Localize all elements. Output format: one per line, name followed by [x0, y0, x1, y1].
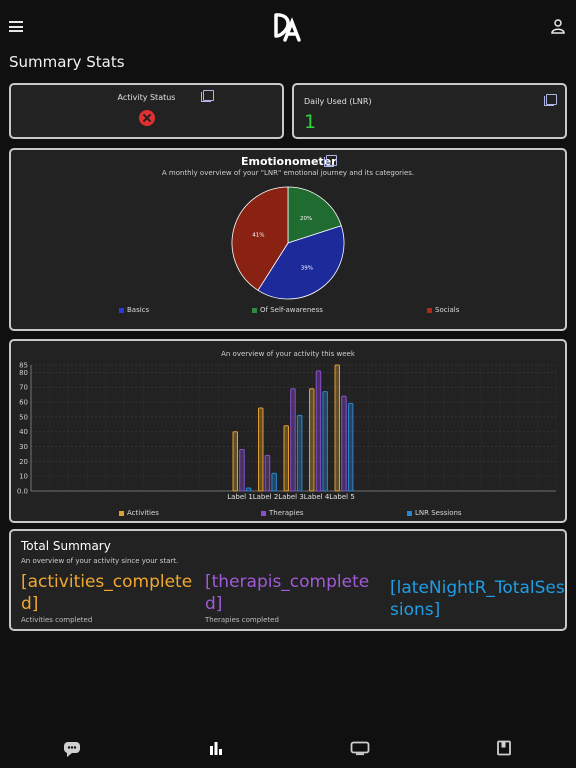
copy-icon[interactable]	[544, 94, 557, 106]
profile-icon[interactable]	[550, 18, 566, 34]
x-tick-label: Label 1	[227, 493, 253, 501]
copy-icon[interactable]	[201, 90, 214, 102]
bar-activities-3[interactable]	[283, 425, 289, 492]
x-tick-label: Label 4	[304, 493, 330, 501]
chat-bubble-icon[interactable]	[63, 740, 81, 758]
legend-socials[interactable]: Socials	[427, 306, 459, 314]
lnr-sessions-stat: [lateNightR_TotalSessions]	[390, 577, 565, 621]
total-summary-subtitle: An overview of your activity since your …	[21, 557, 179, 565]
pie-slice-of-self-awareness[interactable]	[287, 186, 342, 244]
bar-therapies-1[interactable]	[239, 448, 245, 492]
legend-label: Of Self-awareness	[260, 306, 323, 314]
bar-therapies-2[interactable]	[264, 454, 271, 492]
total-summary-title: Total Summary	[21, 539, 111, 553]
y-tick-label: 85	[19, 362, 28, 370]
legend-label: Activities	[127, 509, 159, 517]
activities-completed-value: [activities_completed]	[21, 572, 193, 614]
daily-used-value: 1	[304, 111, 317, 133]
menu-icon[interactable]	[9, 21, 23, 32]
bar-therapies-4[interactable]	[315, 370, 322, 492]
bar-activities-1[interactable]	[232, 431, 238, 492]
legend-label: LNR Sessions	[415, 509, 462, 517]
bar-lnr-sessions-3[interactable]	[296, 414, 303, 492]
legend-swatch	[119, 510, 124, 516]
legend-label: Therapies	[269, 509, 304, 517]
y-tick-label: 70	[19, 384, 28, 392]
y-tick-label: 10	[19, 473, 28, 481]
weekly-activity-card: An overview of your activity this week 0…	[9, 339, 567, 523]
legend-label: Socials	[435, 306, 460, 314]
bar-lnr-sessions-4[interactable]	[322, 391, 328, 492]
lnr-sessions-value: [lateNightR_TotalSessions]	[390, 578, 565, 620]
legend-therapies[interactable]: Therapies	[261, 509, 304, 517]
activities-completed-stat: [activities_completed] Activities comple…	[21, 571, 201, 624]
activity-status-card: Activity Status	[9, 83, 284, 139]
app-logo	[274, 13, 301, 42]
legend-activities[interactable]: Activities	[119, 509, 159, 517]
legend-swatch	[252, 307, 257, 313]
weekly-subtitle: An overview of your activity this week	[221, 350, 355, 358]
bar-lnr-sessions-5[interactable]	[347, 403, 354, 492]
bar-chart-icon[interactable]	[208, 740, 224, 756]
pie-slice-basics[interactable]	[257, 225, 345, 300]
therapies-completed-value: [therapis_completed]	[205, 572, 370, 614]
book-icon[interactable]	[496, 740, 512, 756]
legend-swatch	[261, 510, 266, 516]
bar-lnr-sessions-2[interactable]	[271, 472, 277, 492]
daily-used-card: Daily Used (LNR) 1	[292, 83, 567, 139]
y-tick-label: 30	[19, 443, 28, 451]
copy-icon[interactable]	[324, 155, 337, 167]
tv-icon[interactable]	[350, 740, 370, 756]
emotionometer-title: Emotionometer	[241, 155, 337, 168]
top-bar	[0, 0, 576, 50]
bottom-navigation	[0, 730, 576, 768]
y-tick-label: 80	[19, 369, 28, 377]
legend-swatch	[407, 510, 412, 516]
bar-activities-4[interactable]	[309, 388, 315, 492]
emotion-pie-chart: 20% 39% 41%	[231, 186, 345, 300]
y-tick-label: 50	[19, 413, 28, 421]
pie-slice-label: 39%	[301, 265, 313, 271]
legend-swatch	[119, 307, 124, 313]
y-tick-label: 60	[19, 399, 28, 407]
pie-slice-label: 20%	[300, 216, 312, 222]
bar-activities-5[interactable]	[334, 364, 340, 492]
therapies-completed-caption: Therapies completed	[205, 616, 279, 624]
legend-lnr-sessions[interactable]: LNR Sessions	[407, 509, 462, 517]
legend-self-awareness[interactable]: Of Self-awareness	[252, 306, 323, 314]
bar-therapies-5[interactable]	[341, 395, 347, 492]
activity-status-title: Activity Status	[117, 93, 176, 102]
x-tick-label: Label 5	[329, 493, 355, 501]
legend-basics[interactable]: Basics	[119, 306, 149, 314]
bar-activities-2[interactable]	[258, 407, 264, 492]
therapies-completed-stat: [therapis_completed] Therapies completed	[205, 571, 385, 624]
legend-swatch	[427, 307, 432, 313]
emotionometer-subtitle: A monthly overview of your "LNR" emotion…	[161, 169, 415, 177]
error-status-icon	[139, 110, 155, 126]
bar-therapies-3[interactable]	[290, 388, 296, 492]
x-tick-label: Label 3	[278, 493, 304, 501]
legend-label: Basics	[127, 306, 150, 314]
pie-slice-socials[interactable]	[231, 186, 289, 291]
page-title: Summary Stats	[9, 53, 125, 71]
pie-slice-label: 41%	[252, 232, 264, 238]
total-summary-card: Total Summary An overview of your activi…	[9, 529, 567, 631]
activities-completed-caption: Activities completed	[21, 616, 93, 624]
y-tick-label: 40	[19, 428, 28, 436]
bar-lnr-sessions-1[interactable]	[245, 487, 252, 492]
daily-used-title: Daily Used (LNR)	[304, 97, 372, 106]
y-tick-label: 20	[19, 458, 28, 466]
x-tick-label: Label 2	[253, 493, 279, 501]
y-tick-label: 0.0	[17, 488, 28, 496]
emotionometer-card: Emotionometer A monthly overview of your…	[9, 148, 567, 331]
